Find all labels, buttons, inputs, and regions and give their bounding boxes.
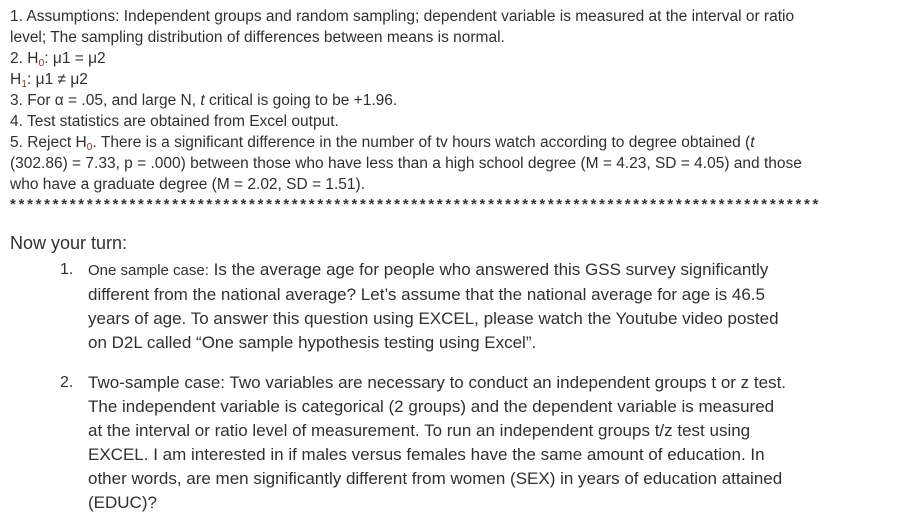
reject-h0-mid: . There is a significant difference in t…: [92, 134, 751, 151]
hypothesis-steps-block: 1. Assumptions: Independent groups and r…: [10, 6, 891, 215]
exercise-item-two-sample: 2. Two-sample case: Two variables are ne…: [10, 371, 891, 515]
two-sample-line-6: (EDUC)?: [88, 493, 157, 512]
null-hypothesis-subscript: 0: [38, 57, 45, 69]
exercise-list: 1. One sample case: Is the average age f…: [10, 258, 891, 515]
null-hypothesis-pre: 2. H: [10, 50, 39, 67]
reject-h0-subscript: 0: [86, 141, 93, 153]
one-sample-line-3: years of age. To answer this question us…: [88, 309, 779, 328]
t-symbol-italic-2: t: [750, 134, 755, 151]
alpha-criterion-line: 3. For α = .05, and large N, t critical …: [10, 90, 891, 111]
reject-h0-pre: 5. Reject H: [10, 134, 87, 151]
exercise-item-one-sample: 1. One sample case: Is the average age f…: [10, 258, 891, 355]
alt-hypothesis-pre: H: [10, 71, 22, 88]
null-hypothesis-equation: : μ1 = μ2: [44, 50, 106, 67]
assumptions-text-1: 1. Assumptions: Independent groups and r…: [10, 8, 795, 25]
test-statistics-text: 4. Test statistics are obtained from Exc…: [10, 113, 339, 130]
item-number-1: 1.: [60, 261, 74, 278]
reject-h0-stats: (302.86) = 7.33, p = .000) between those…: [10, 155, 802, 172]
item-number-2: 2.: [60, 374, 74, 391]
reject-h0-end: who have a graduate degree (M = 2.02, SD…: [10, 176, 366, 193]
test-statistics-line: 4. Test statistics are obtained from Exc…: [10, 111, 891, 132]
one-sample-line-1-rest: Is the average age for people who answer…: [208, 260, 769, 279]
two-sample-text: Two-sample case: Two variables are neces…: [88, 371, 891, 515]
null-hypothesis-line: 2. H0: μ1 = μ2: [10, 48, 891, 69]
assumptions-line-2: level; The sampling distribution of diff…: [10, 27, 891, 48]
two-sample-line-1: Two-sample case: Two variables are neces…: [88, 373, 787, 392]
asterisk-divider: ****************************************…: [10, 196, 822, 213]
two-sample-line-2: The independent variable is categorical …: [88, 397, 775, 416]
two-sample-line-5: other words, are men significantly diffe…: [88, 469, 783, 488]
alt-hypothesis-equation: : μ1 ≠ μ2: [27, 71, 88, 88]
one-sample-text: One sample case: Is the average age for …: [88, 258, 891, 355]
reject-h0-line-1: 5. Reject H0. There is a significant dif…: [10, 132, 891, 153]
alt-hypothesis-subscript: 1: [21, 78, 28, 90]
one-sample-lead: One sample case:: [88, 262, 209, 279]
t-symbol-italic: t: [200, 92, 205, 109]
one-sample-line-4: on D2L called “One sample hypothesis tes…: [88, 333, 537, 352]
assumptions-text-2: level; The sampling distribution of diff…: [10, 29, 505, 46]
reject-h0-line-2: (302.86) = 7.33, p = .000) between those…: [10, 153, 891, 174]
two-sample-line-3: at the interval or ratio level of measur…: [88, 421, 751, 440]
alpha-criterion-post: critical is going to be +1.96.: [204, 92, 398, 109]
alpha-criterion-pre: 3. For α = .05, and large N,: [10, 92, 201, 109]
now-your-turn-heading: Now your turn:: [10, 233, 128, 253]
two-sample-line-4: EXCEL. I am interested in if males versu…: [88, 445, 765, 464]
one-sample-line-2: different from the national average? Let…: [88, 285, 765, 304]
alt-hypothesis-line: H1: μ1 ≠ μ2: [10, 69, 891, 90]
one-sample-line-1: One sample case: Is the average age for …: [88, 258, 891, 283]
assumptions-line-1: 1. Assumptions: Independent groups and r…: [10, 6, 891, 27]
reject-h0-line-3: who have a graduate degree (M = 2.02, SD…: [10, 174, 891, 195]
